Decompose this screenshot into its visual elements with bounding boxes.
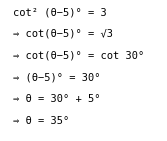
Text: cot² (θ−5)° = 3: cot² (θ−5)° = 3 [13,7,107,17]
Text: ⇒ θ = 30° + 5°: ⇒ θ = 30° + 5° [13,94,101,104]
Text: ⇒ cot(θ−5)° = cot 30°: ⇒ cot(θ−5)° = cot 30° [13,51,145,61]
Text: ⇒ θ = 35°: ⇒ θ = 35° [13,116,70,126]
Text: ⇒ (θ−5)° = 30°: ⇒ (θ−5)° = 30° [13,73,101,83]
Text: ⇒ cot(θ−5)° = √3: ⇒ cot(θ−5)° = √3 [13,29,113,39]
